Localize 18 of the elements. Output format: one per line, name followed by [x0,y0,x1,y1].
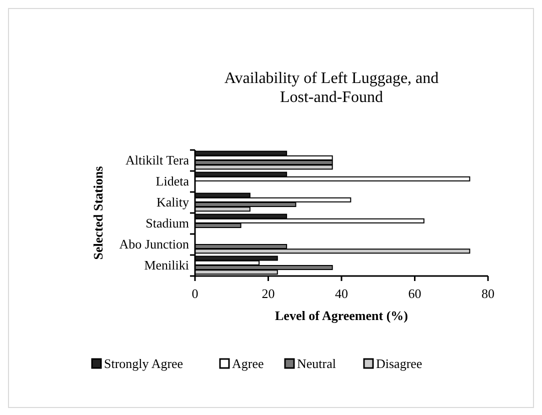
x-axis-title: Level of Agreement (%) [275,308,408,323]
x-tick-label: 60 [408,286,422,301]
legend-label: Agree [232,356,264,371]
y-tick-label: Abo Junction [119,236,190,252]
y-tick-label: Altikilt Tera [126,152,190,168]
y-tick-label: Stadium [146,216,189,230]
y-axis-title: Selected Stations [90,166,106,260]
y-tick-label: Kality [156,194,190,210]
legend-label: Disagree [376,356,422,371]
y-tick-label: Lideta [156,174,190,188]
x-tick-label: 80 [482,286,494,301]
x-tick-label: 20 [262,286,275,301]
y-tick-label: Meniliki [144,258,190,272]
chart-title: Availability of Left Luggage, and Lost-and-Found [224,70,439,106]
legend-label: Strongly Agree [104,356,184,371]
legend-label: Neutral [297,356,336,371]
x-tick-label: 0 [192,286,198,301]
x-tick-label: 40 [335,286,348,301]
